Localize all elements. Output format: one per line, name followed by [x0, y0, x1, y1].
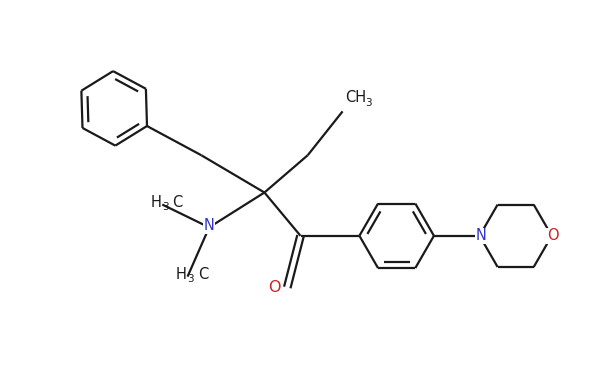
- Text: H: H: [176, 267, 186, 282]
- Text: H: H: [150, 195, 161, 210]
- Text: N: N: [203, 218, 215, 233]
- Text: N: N: [475, 228, 486, 243]
- Text: O: O: [547, 228, 559, 243]
- Text: 3: 3: [187, 274, 193, 284]
- Text: C: C: [198, 267, 208, 282]
- Text: O: O: [268, 280, 280, 295]
- Text: CH: CH: [346, 90, 367, 105]
- Text: 3: 3: [365, 98, 371, 108]
- Text: 3: 3: [162, 202, 168, 212]
- Text: C: C: [173, 195, 183, 210]
